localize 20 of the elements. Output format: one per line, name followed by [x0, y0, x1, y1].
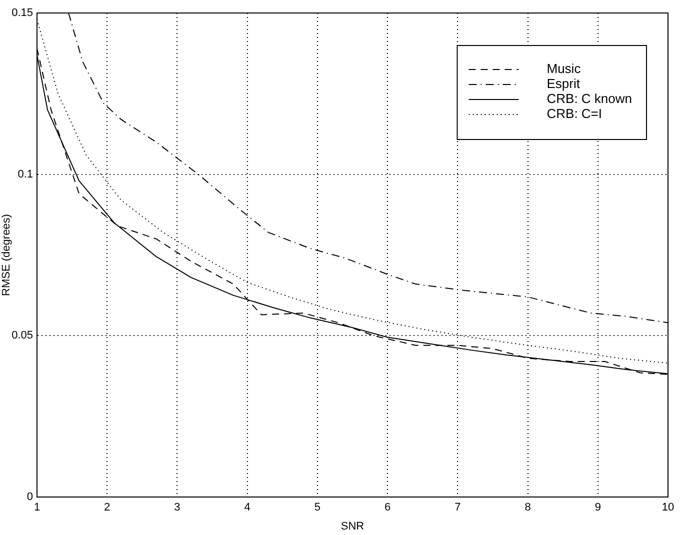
x-tick-label: 1 [34, 502, 40, 514]
legend-label: CRB: C known [546, 91, 632, 106]
x-tick-label: 9 [594, 502, 601, 514]
y-tick-label: 0.15 [12, 7, 33, 20]
x-tick-label: 5 [314, 502, 321, 514]
x-tick-label: 8 [524, 502, 531, 514]
x-tick-label: 7 [454, 502, 461, 514]
y-tick-label: 0.05 [12, 330, 33, 342]
x-tick-label: 2 [104, 502, 110, 514]
x-tick-label: 4 [244, 502, 250, 514]
legend-label: Esprit [546, 76, 580, 92]
x-tick-label: 10 [662, 502, 674, 514]
x-tick-label: 3 [174, 502, 180, 514]
y-axis-title: RMSE (degrees) [0, 214, 13, 296]
legend-label: Music [546, 61, 582, 76]
y-tick-label: 0.1 [18, 168, 33, 180]
x-tick-label: 6 [384, 502, 391, 514]
x-axis-title: SNR [340, 520, 364, 532]
y-tick-label: 0 [26, 491, 33, 504]
legend-label: CRB: C=I [546, 106, 602, 122]
